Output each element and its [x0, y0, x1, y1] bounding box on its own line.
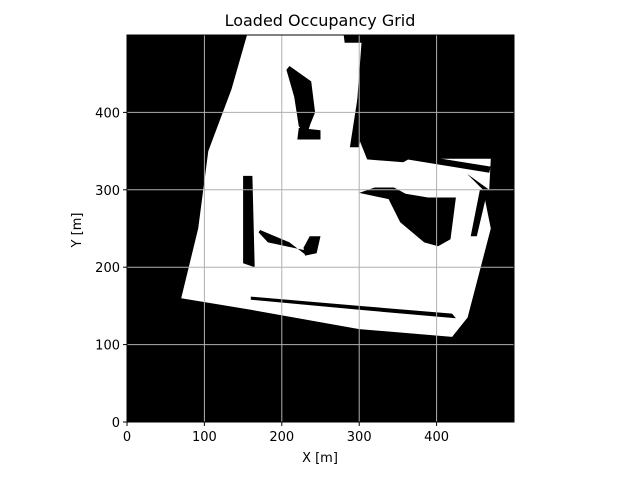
occupied-region-7: [349, 96, 367, 148]
grid-lines: [126, 34, 515, 423]
y-tick-label-0: 0: [112, 416, 120, 431]
chart-title: Loaded Occupancy Grid: [225, 11, 416, 30]
y-tick-label-3: 300: [95, 184, 120, 199]
occupied-region-5: [303, 236, 321, 256]
y-axis-ticks: 0 100 200 300 400: [95, 106, 127, 431]
axes-frame: [126, 34, 515, 423]
occupied-region-1: [297, 127, 321, 140]
x-tick-label-3: 300: [347, 430, 372, 445]
plot-area: [127, 35, 514, 422]
x-tick-label-0: 0: [123, 430, 131, 445]
x-axis-label: X [m]: [302, 451, 338, 466]
y-tick-label-1: 100: [95, 339, 120, 354]
occupied-region-4: [258, 230, 307, 256]
occupied-region-0: [286, 66, 316, 136]
y-axis-label: Y [m]: [70, 213, 85, 249]
x-tick-label-2: 200: [269, 430, 294, 445]
x-tick-label-4: 400: [424, 430, 449, 445]
occupied-region-9: [470, 189, 488, 237]
x-tick-label-1: 100: [192, 430, 217, 445]
occupied-region-3: [243, 175, 255, 268]
y-tick-label-2: 200: [95, 261, 120, 276]
occupied-region-2: [359, 187, 456, 247]
y-tick-label-4: 400: [95, 106, 120, 121]
occupied-region-6: [250, 296, 456, 319]
x-axis-ticks: 0 100 200 300 400: [123, 422, 449, 445]
occupied-region-8: [394, 151, 491, 173]
free-region-1: [329, 42, 491, 210]
